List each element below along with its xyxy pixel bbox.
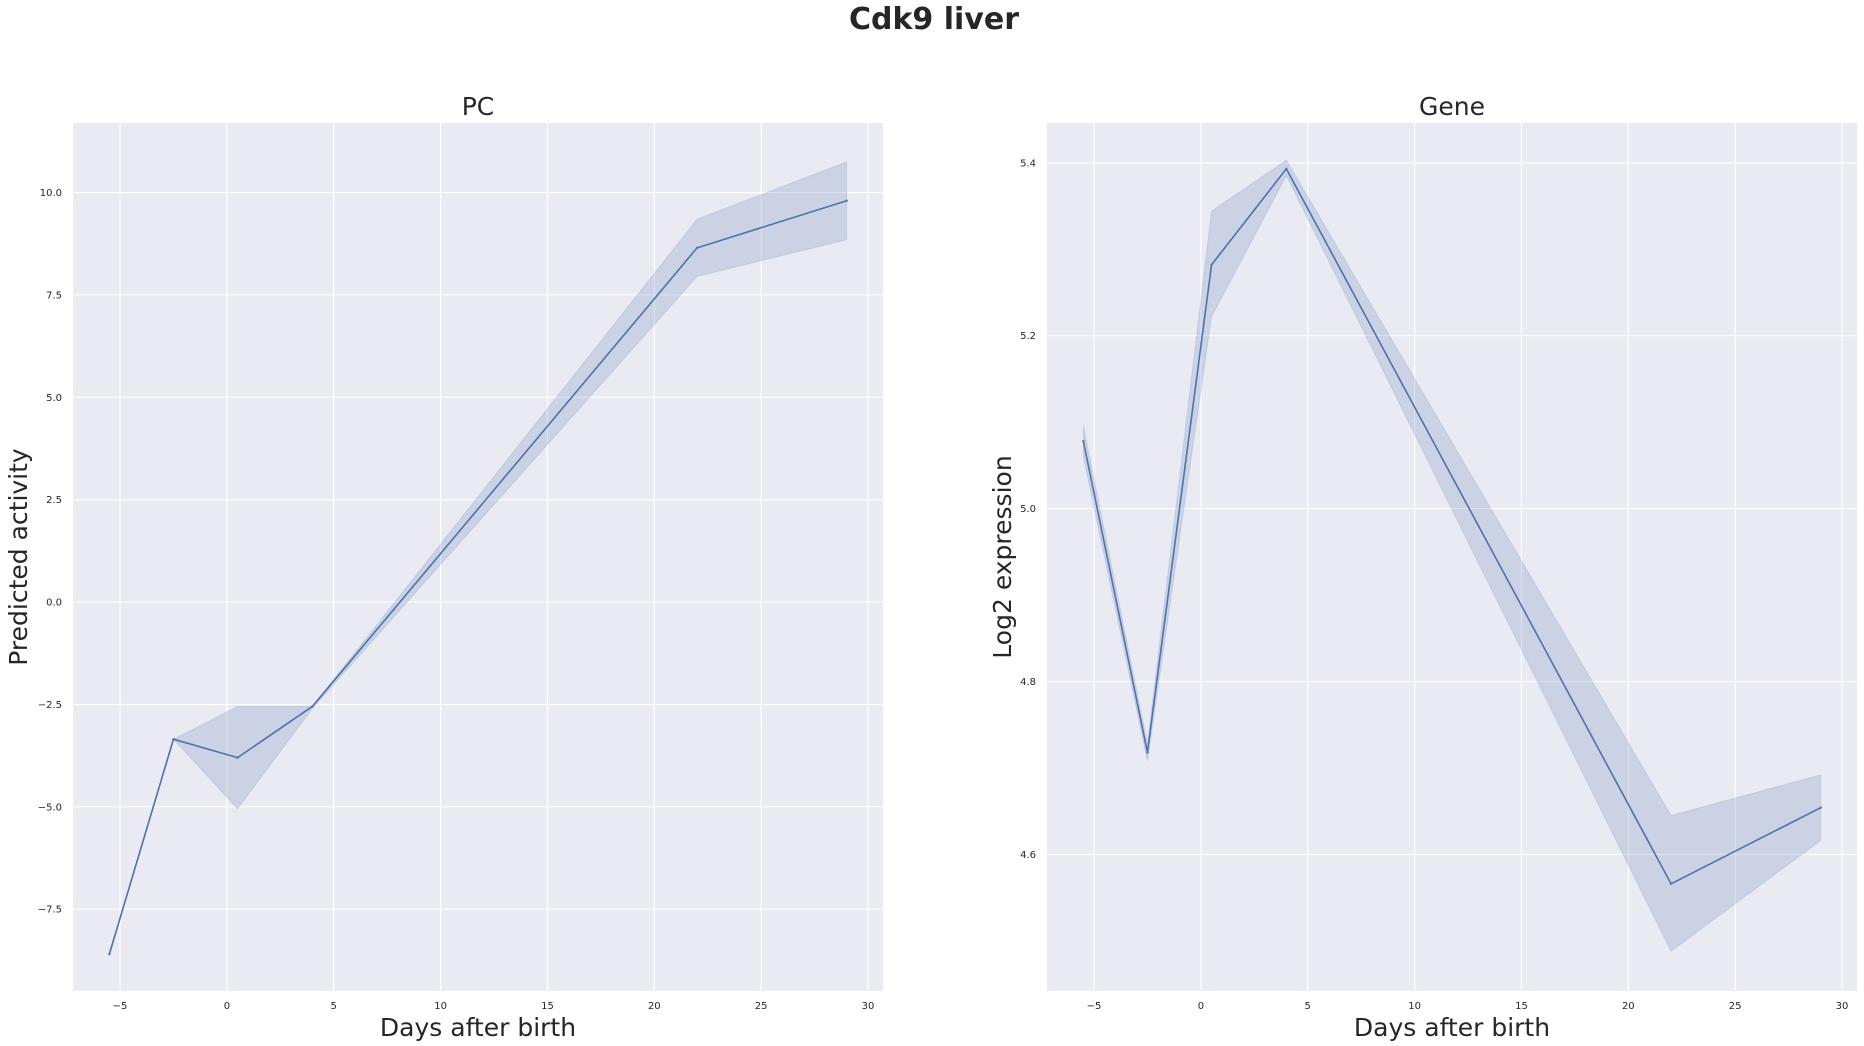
x-tick-label-gene-7: 30 (1836, 1001, 1849, 1012)
data-point-gene-2 (1210, 263, 1213, 266)
data-point-pc-2 (236, 756, 239, 759)
y-tick-label-pc-5: 5.0 (46, 393, 62, 404)
data-point-pc-4 (695, 246, 699, 250)
plot-area-gene (1047, 123, 1857, 991)
x-tick-label-gene-4: 15 (1515, 1001, 1528, 1012)
y-tick-label-pc-3: 0.0 (46, 598, 62, 609)
x-tick-label-gene-3: 10 (1408, 1001, 1421, 1012)
x-tick-label-gene-6: 25 (1729, 1001, 1742, 1012)
series-line-pc (108, 200, 847, 955)
data-point-gene-5 (1819, 806, 1822, 809)
x-tick-label-gene-5: 20 (1622, 1001, 1635, 1012)
y-tick-label-pc-6: 7.5 (46, 290, 62, 301)
data-point-gene-4 (1669, 882, 1673, 885)
data-point-pc-5 (845, 199, 848, 202)
x-tick-label-pc-1: 0 (224, 1001, 230, 1012)
panel-title-pc: PC (462, 92, 495, 121)
data-point-gene-3 (1285, 167, 1288, 171)
data-point-pc-3 (311, 705, 314, 708)
x-tick-label-gene-0: −5 (1087, 1001, 1102, 1012)
plot-area-pc (73, 123, 883, 991)
x-axis-label-gene: Days after birth (1354, 1013, 1550, 1042)
series-line-gene (1082, 168, 1822, 885)
y-tick-label-pc-1: −5.0 (38, 802, 62, 813)
panel-title-gene: Gene (1419, 92, 1485, 121)
y-tick-label-pc-0: −7.5 (38, 905, 62, 916)
y-tick-label-gene-2: 5.0 (1020, 504, 1036, 515)
x-tick-label-pc-0: −5 (113, 1001, 128, 1012)
x-tick-label-pc-6: 25 (755, 1001, 768, 1012)
x-tick-label-pc-3: 10 (434, 1001, 447, 1012)
x-tick-label-gene-2: 5 (1305, 1001, 1311, 1012)
y-axis-label-pc: Predicted activity (4, 448, 33, 666)
y-tick-label-pc-4: 2.5 (46, 495, 62, 506)
chart-panel-gene: −5 0 5 10 15 20 25 30 4.6 4.8 5.0 5.2 5.4 Gene Days af… (988, 92, 1857, 1042)
y-tick-label-pc-2: −2.5 (38, 700, 62, 711)
y-tick-label-gene-1: 4.8 (1020, 677, 1036, 688)
figure-title: Cdk9 liver (849, 2, 1019, 37)
x-axis-label-pc: Days after birth (380, 1013, 576, 1042)
data-point-pc-0 (108, 952, 111, 956)
y-tick-label-gene-3: 5.2 (1020, 331, 1036, 342)
x-tick-label-pc-4: 15 (541, 1001, 554, 1012)
y-tick-label-pc-7: 10.0 (40, 188, 62, 199)
x-tick-label-pc-7: 30 (862, 1001, 875, 1012)
chart-panel-pc: −5 0 5 10 15 20 25 30 −7.5 −5.0 −2.5 0.0 2.5 5.0 7.5 10… (4, 92, 883, 1042)
x-tick-label-pc-5: 20 (648, 1001, 661, 1012)
y-axis-label-gene: Log2 expression (988, 455, 1017, 658)
confidence-band-gene (1082, 159, 1822, 952)
x-tick-label-gene-1: 0 (1198, 1001, 1204, 1012)
data-point-gene-1 (1146, 751, 1149, 754)
x-tick-label-pc-2: 5 (331, 1001, 337, 1012)
y-tick-label-gene-0: 4.6 (1020, 850, 1036, 861)
data-point-gene-0 (1082, 439, 1085, 443)
y-tick-label-gene-4: 5.4 (1020, 158, 1036, 169)
data-point-pc-1 (172, 737, 175, 741)
